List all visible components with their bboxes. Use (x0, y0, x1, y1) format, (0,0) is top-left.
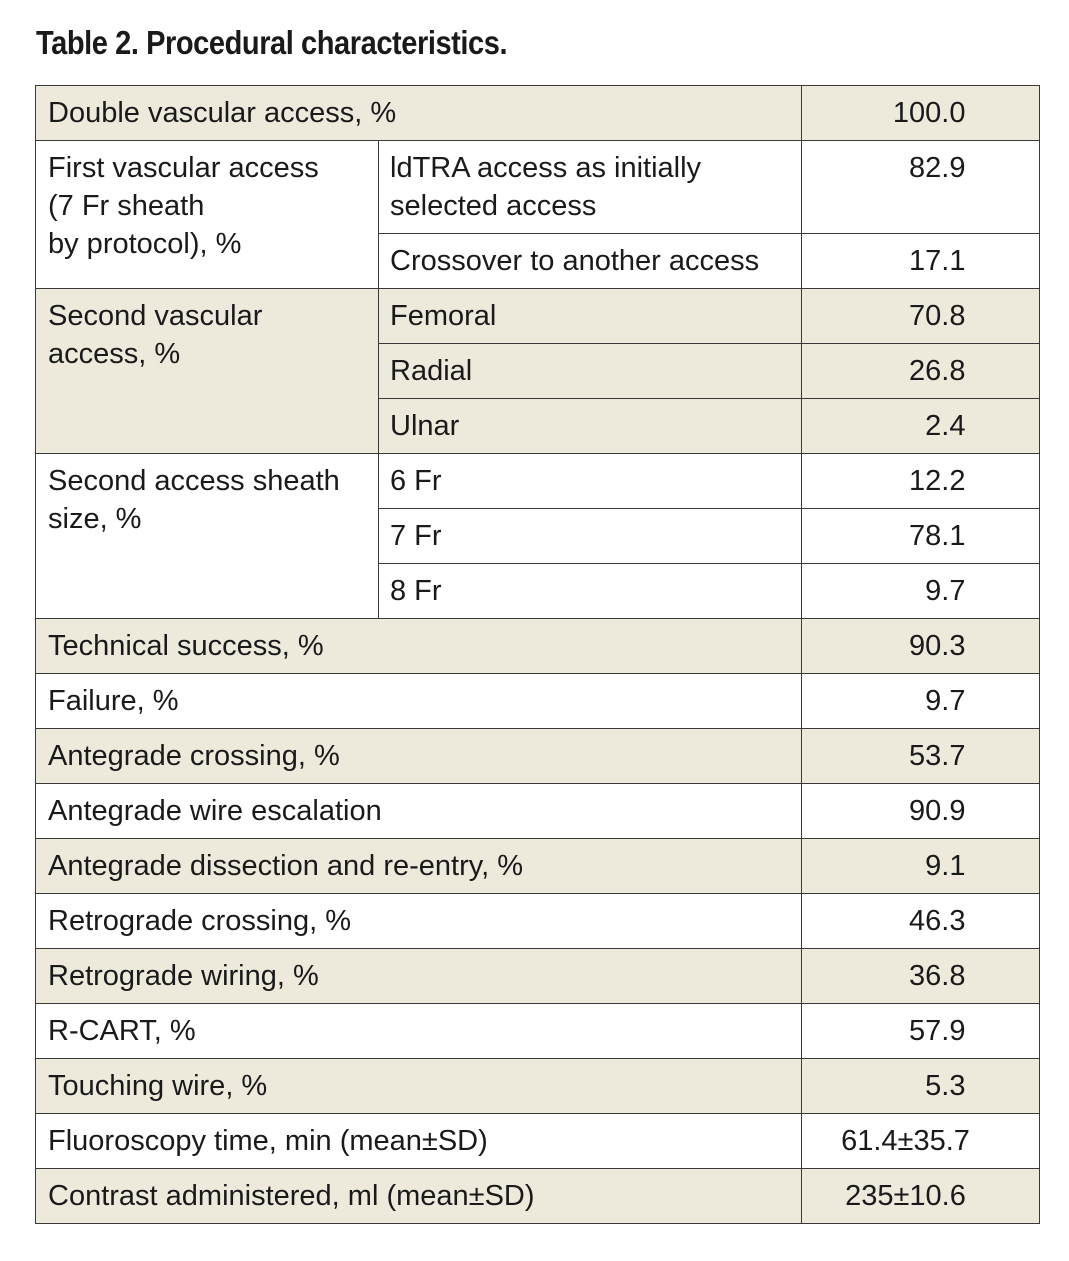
sub-label: Radial (378, 343, 802, 399)
table-row: Antegrade wire escalation 90.9 (35, 783, 1040, 839)
group-label-sheath-size: Second access sheath size, % (35, 453, 379, 619)
row-value: 9.1 (801, 838, 1040, 894)
row-value: 78.1 (801, 508, 1040, 564)
table-row: Double vascular access, % 100.0 (35, 85, 1040, 141)
table-row: 8 Fr 9.7 (36, 563, 1040, 619)
sub-label: Femoral (378, 288, 802, 344)
table-row: Retrograde wiring, % 36.8 (35, 948, 1040, 1004)
sub-label: 8 Fr (378, 563, 802, 619)
row-value: 9.7 (801, 673, 1040, 729)
table-row: R-CART, % 57.9 (35, 1003, 1040, 1059)
row-value: 235±10.6 (801, 1168, 1040, 1224)
table-row: Retrograde crossing, % 46.3 (35, 893, 1040, 949)
row-value: 17.1 (801, 233, 1040, 289)
table-row: Antegrade dissection and re-entry, % 9.1 (35, 838, 1040, 894)
row-value: 90.3 (801, 618, 1040, 674)
table-row: Second access sheath size, % 6 Fr 12.2 (35, 453, 1040, 619)
row-value: 9.7 (801, 563, 1040, 619)
row-value: 2.4 (801, 398, 1040, 454)
row-label: Retrograde wiring, % (35, 948, 802, 1004)
row-value: 36.8 (801, 948, 1040, 1004)
table-title: Table 2. Procedural characteristics. (36, 24, 508, 61)
table-row: Touching wire, % 5.3 (35, 1058, 1040, 1114)
row-label: Antegrade dissection and re-entry, % (35, 838, 802, 894)
sub-label: 7 Fr (378, 508, 802, 564)
row-label: Contrast administered, ml (mean±SD) (35, 1168, 802, 1224)
table-row: Contrast administered, ml (mean±SD) 235±… (35, 1168, 1040, 1224)
table-row: First vascular access (7 Fr sheath by pr… (35, 140, 1040, 289)
procedural-characteristics-table: Double vascular access, % 100.0 First va… (35, 85, 1040, 1224)
row-label: R-CART, % (35, 1003, 802, 1059)
table-row: Second vascular access, % Femoral 70.8 (35, 288, 1040, 454)
row-label: Antegrade crossing, % (35, 728, 802, 784)
row-value: 100.0 (801, 85, 1040, 141)
table-row: Crossover to another access 17.1 (36, 233, 1040, 289)
table-row: Technical success, % 90.3 (35, 618, 1040, 674)
row-label: Antegrade wire escalation (35, 783, 802, 839)
row-value: 90.9 (801, 783, 1040, 839)
sub-label: Ulnar (378, 398, 802, 454)
row-value: 57.9 (801, 1003, 1040, 1059)
row-value: 12.2 (801, 453, 1040, 509)
row-value: 26.8 (801, 343, 1040, 399)
group-label-first-access: First vascular access (7 Fr sheath by pr… (35, 140, 379, 289)
row-label: Failure, % (35, 673, 802, 729)
table-row: Fluoroscopy time, min (mean±SD) 61.4±35.… (35, 1113, 1040, 1169)
row-value: 61.4±35.7 (801, 1113, 1040, 1169)
table-row: Failure, % 9.7 (35, 673, 1040, 729)
row-label: Retrograde crossing, % (35, 893, 802, 949)
table-row: Antegrade crossing, % 53.7 (35, 728, 1040, 784)
table-row: 7 Fr 78.1 (36, 508, 1040, 564)
row-label: Fluoroscopy time, min (mean±SD) (35, 1113, 802, 1169)
group-label-second-access: Second vascular access, % (35, 288, 379, 454)
sub-label: 6 Fr (378, 453, 802, 509)
row-value: 5.3 (801, 1058, 1040, 1114)
row-value: 53.7 (801, 728, 1040, 784)
row-label: Double vascular access, % (35, 85, 802, 141)
row-value: 70.8 (801, 288, 1040, 344)
row-value: 82.9 (801, 140, 1040, 234)
sub-label: Crossover to another access (378, 233, 802, 289)
row-value: 46.3 (801, 893, 1040, 949)
row-label: Touching wire, % (35, 1058, 802, 1114)
row-label: Technical success, % (35, 618, 802, 674)
sub-label: ldTRA access as initially selected acces… (378, 140, 802, 234)
